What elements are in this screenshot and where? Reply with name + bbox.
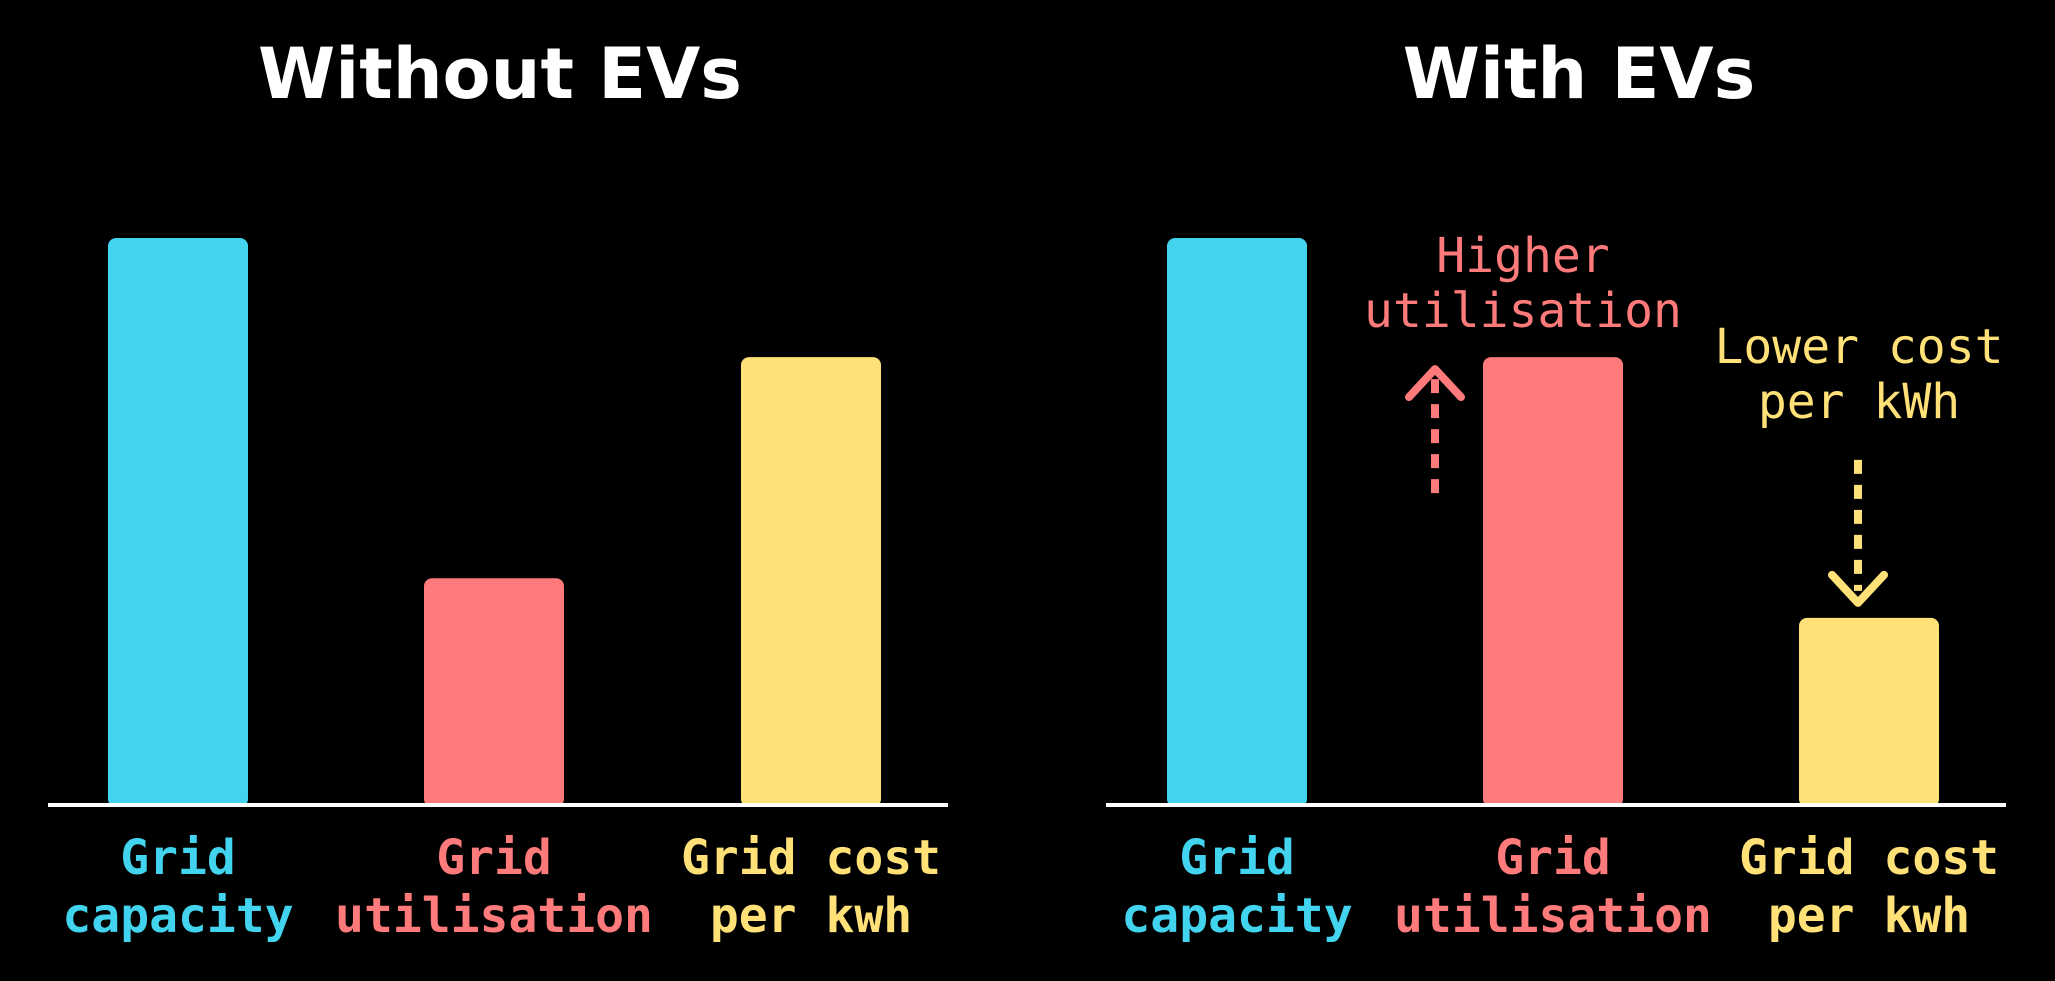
category-label-line: per kwh: [1768, 888, 1970, 944]
arrow-up-head-icon: [1405, 365, 1465, 402]
chart-title: Without EVs: [258, 33, 742, 115]
bar-grid-cost-per-kwh: [1799, 617, 1939, 807]
annotation-label-line: utilisation: [1364, 283, 1682, 339]
bar-grid-utilisation: [1483, 357, 1623, 807]
category-label: Grid cost per kwh: [681, 830, 941, 944]
category-label-line: capacity: [1121, 888, 1352, 944]
category-label: Grid cost per kwh: [1739, 830, 1999, 944]
category-label-line: Grid cost: [1739, 830, 1999, 886]
category-label: Grid capacity: [62, 830, 293, 944]
category-label-line: per kwh: [710, 888, 912, 944]
category-label-line: capacity: [62, 888, 293, 944]
category-label-line: Grid: [1179, 830, 1295, 886]
arrow-down-head-icon: [1828, 570, 1888, 607]
bar-grid-capacity: [108, 238, 248, 807]
annotation-label: Higher utilisation: [1364, 228, 1682, 339]
bar-grid-capacity: [1167, 238, 1307, 807]
category-label-line: Grid cost: [681, 830, 941, 886]
chart-title: With EVs: [1403, 33, 1756, 115]
category-label: Grid utilisation: [1394, 830, 1712, 944]
category-label-line: Grid: [436, 830, 552, 886]
annotation-label-line: Higher: [1436, 228, 1609, 284]
annotation-label-line: per kWh: [1758, 374, 1960, 430]
category-label-line: Grid: [120, 830, 236, 886]
category-label-line: utilisation: [335, 888, 653, 944]
bar-grid-cost-per-kwh: [741, 357, 881, 807]
category-label: Grid utilisation: [335, 830, 653, 944]
annotation-label: Lower cost per kWh: [1715, 319, 2004, 430]
annotation-label-line: Lower cost: [1715, 319, 2004, 375]
category-label-line: Grid: [1495, 830, 1611, 886]
category-label-line: utilisation: [1394, 888, 1712, 944]
category-label: Grid capacity: [1121, 830, 1352, 944]
bar-grid-utilisation: [424, 578, 564, 807]
